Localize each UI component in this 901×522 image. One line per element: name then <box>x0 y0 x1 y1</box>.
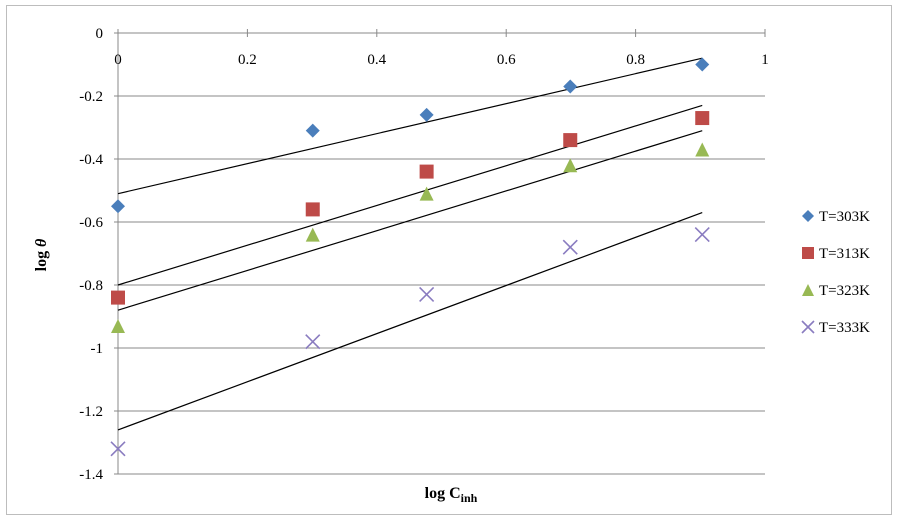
trendlines <box>117 57 703 431</box>
legend-label-0: T=303K <box>819 209 870 225</box>
y-tick-label-2: -0.4 <box>79 152 103 168</box>
y-tick-label-3: -0.6 <box>79 215 103 231</box>
y-axis-title: logθ <box>33 238 50 271</box>
point-3-4 <box>694 227 710 243</box>
axes <box>114 29 766 475</box>
point-1-3 <box>563 133 578 148</box>
point-0-1 <box>305 123 320 138</box>
point-1-2 <box>419 164 434 179</box>
legend-marker-1 <box>802 247 814 259</box>
trendline-3 <box>117 211 703 431</box>
data-points <box>110 57 710 457</box>
legend-label-2: T=323K <box>819 283 870 299</box>
point-0-3 <box>563 79 578 94</box>
point-0-4 <box>695 57 710 72</box>
point-3-3 <box>562 239 578 255</box>
x-tick-label-3: 0.6 <box>497 52 516 68</box>
x-tick-label-4: 0.8 <box>626 52 645 68</box>
gridlines <box>118 95 765 475</box>
x-tick-label-1: 0.2 <box>238 52 257 68</box>
point-2-3 <box>563 158 578 173</box>
point-3-0 <box>110 441 126 457</box>
y-tick-label-1: -0.2 <box>79 89 103 105</box>
trendline-0 <box>117 57 703 195</box>
y-tick-label-5: -1 <box>91 341 104 357</box>
point-1-1 <box>305 202 320 217</box>
legend-marker-3 <box>801 320 815 334</box>
x-tick-labels: 0 0.2 0.4 0.6 0.8 1 <box>114 52 769 68</box>
x-tick-label-2: 0.4 <box>367 52 386 68</box>
y-tick-labels: 0 -0.2 -0.4 -0.6 -0.8 -1 -1.2 -1.4 <box>79 26 103 483</box>
point-0-0 <box>111 199 125 214</box>
legend-label-3: T=333K <box>819 320 870 336</box>
legend-label-1: T=313K <box>819 246 870 262</box>
x-axis-title: log Cinh <box>425 485 478 505</box>
y-tick-label-7: -1.4 <box>79 467 103 483</box>
chart-frame <box>6 5 892 515</box>
point-0-2 <box>419 107 434 122</box>
trendline-1 <box>117 104 703 286</box>
legend-marker-2 <box>802 284 814 296</box>
point-3-2 <box>419 286 435 303</box>
point-1-0 <box>111 290 125 305</box>
point-2-4 <box>695 142 710 157</box>
x-tick-label-0: 0 <box>114 52 122 68</box>
point-2-2 <box>419 186 434 201</box>
point-3-1 <box>305 334 321 350</box>
y-tick-label-6: -1.2 <box>79 404 103 420</box>
point-2-0 <box>111 318 125 333</box>
y-tick-label-0: 0 <box>96 26 104 42</box>
point-2-1 <box>305 227 320 242</box>
x-tick-label-5: 1 <box>761 52 769 68</box>
y-tick-label-4: -0.8 <box>79 278 103 294</box>
legend: T=303K T=313K T=323K T=333K <box>801 209 870 336</box>
point-1-4 <box>695 111 710 126</box>
legend-marker-0 <box>802 210 814 222</box>
trendline-2 <box>117 130 703 311</box>
